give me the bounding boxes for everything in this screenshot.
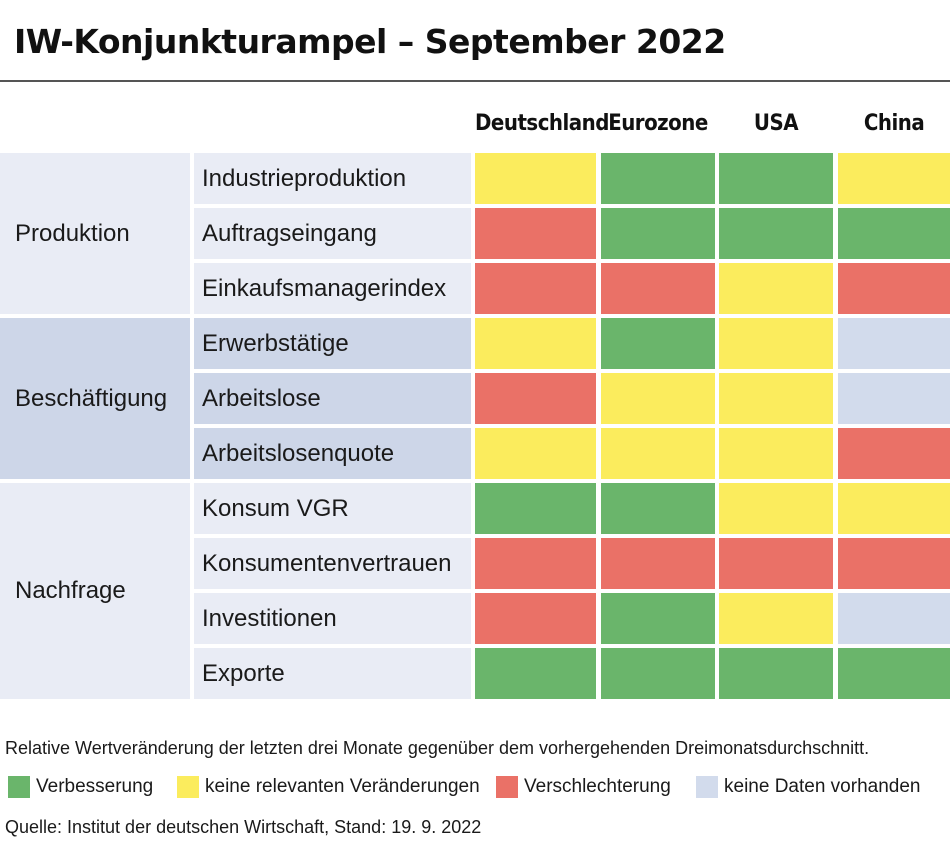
column-header-eurozone: Eurozone [608, 111, 708, 136]
status-cell [838, 428, 950, 479]
row-label: Auftragseingang [194, 208, 471, 259]
status-cell [601, 208, 715, 259]
status-cell [475, 153, 596, 204]
status-cell [475, 428, 596, 479]
status-cell [601, 373, 715, 424]
status-cell [719, 648, 833, 699]
status-cell [838, 593, 950, 644]
status-cell [719, 373, 833, 424]
status-cell [601, 648, 715, 699]
status-cell [719, 538, 833, 589]
legend: Verbesserung keine relevanten Veränderung… [0, 774, 950, 800]
status-cell [838, 208, 950, 259]
status-cell [601, 263, 715, 314]
status-cell [838, 538, 950, 589]
status-cell [719, 593, 833, 644]
status-cell [719, 153, 833, 204]
column-header-deutschland: Deutschland [475, 111, 609, 136]
row-label: Arbeitslosenquote [194, 428, 471, 479]
status-cell [601, 318, 715, 369]
legend-label: keine Daten vorhanden [724, 776, 921, 797]
status-cell [475, 648, 596, 699]
row-label: Erwerbstätige [194, 318, 471, 369]
chart-title: IW-Konjunkturampel – September 2022 [14, 22, 726, 61]
legend-swatch [696, 776, 718, 798]
row-label: Einkaufsmanagerindex [194, 263, 471, 314]
status-cell [838, 153, 950, 204]
legend-swatch [496, 776, 518, 798]
legend-item: keine relevanten Veränderungen [177, 774, 480, 800]
status-cell [838, 263, 950, 314]
status-cell [601, 593, 715, 644]
status-cell [475, 373, 596, 424]
row-label: Konsum VGR [194, 483, 471, 534]
column-header-china: China [863, 111, 925, 136]
status-cell [719, 263, 833, 314]
row-label: Konsumentenvertrauen [194, 538, 471, 589]
legend-item: Verbesserung [8, 774, 153, 800]
legend-label: keine relevanten Veränderungen [205, 776, 480, 797]
status-cell [838, 318, 950, 369]
chart-note: Relative Wertveränderung der letzten dre… [5, 738, 870, 758]
status-cell [475, 483, 596, 534]
legend-item: Verschlechterung [496, 774, 671, 800]
status-cell [719, 208, 833, 259]
status-cell [838, 648, 950, 699]
group-label: Beschäftigung [0, 318, 190, 479]
status-cell [601, 428, 715, 479]
status-cell [475, 593, 596, 644]
status-cell [601, 538, 715, 589]
status-cell [475, 208, 596, 259]
status-cell [838, 373, 950, 424]
title-rule [0, 80, 950, 82]
status-cell [719, 428, 833, 479]
row-label: Arbeitslose [194, 373, 471, 424]
legend-item: keine Daten vorhanden [696, 774, 920, 800]
status-cell [475, 538, 596, 589]
status-cell [838, 483, 950, 534]
legend-swatch [8, 776, 30, 798]
column-header-usa: USA [753, 111, 799, 136]
status-cell [719, 483, 833, 534]
status-cell [601, 483, 715, 534]
status-cell [601, 153, 715, 204]
status-cell [719, 318, 833, 369]
row-label: Investitionen [194, 593, 471, 644]
status-cell [475, 318, 596, 369]
row-label: Industrieproduktion [194, 153, 471, 204]
legend-label: Verbesserung [36, 776, 154, 797]
group-label: Nachfrage [0, 483, 190, 699]
legend-label: Verschlechterung [524, 776, 671, 797]
status-cell [475, 263, 596, 314]
chart-source: Quelle: Institut der deutschen Wirtschaf… [5, 817, 482, 837]
legend-swatch [177, 776, 199, 798]
group-label: Produktion [0, 153, 190, 314]
row-label: Exporte [194, 648, 471, 699]
